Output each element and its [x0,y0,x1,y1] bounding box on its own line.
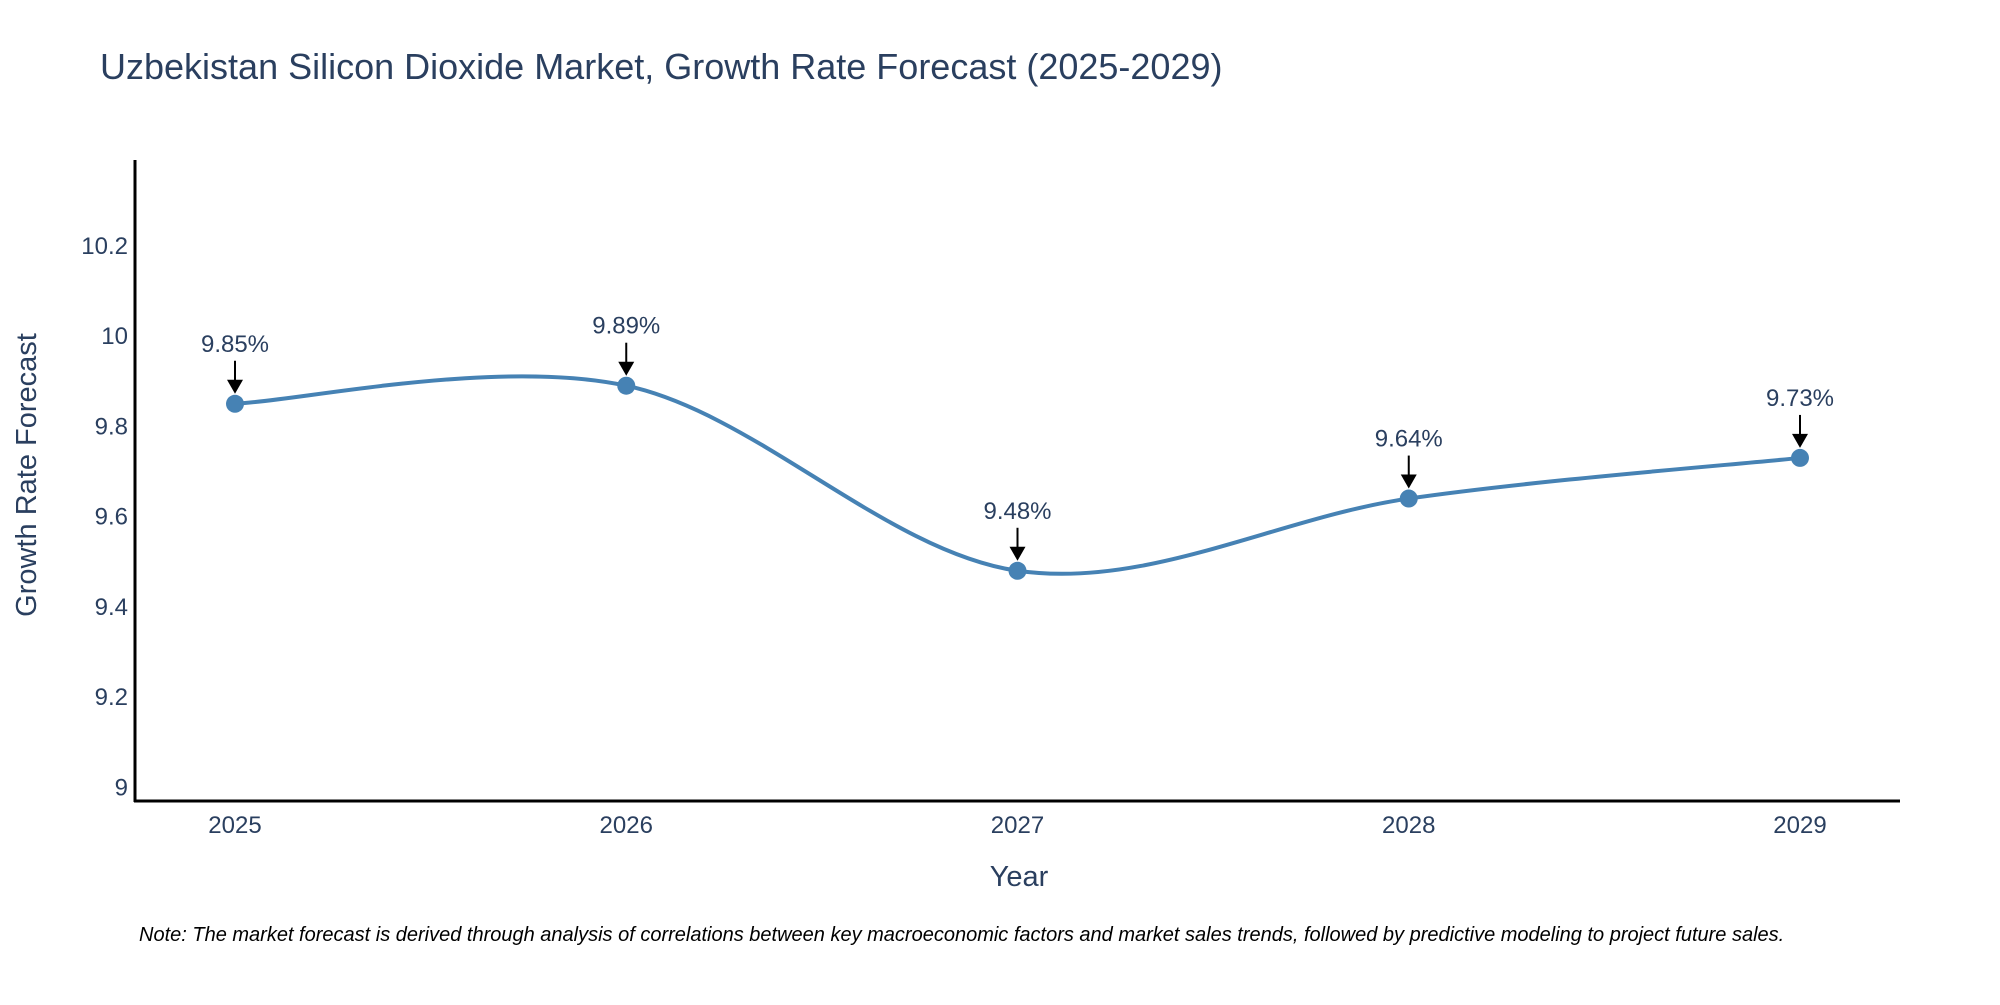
data-label: 9.48% [983,498,1051,525]
data-label: 9.64% [1375,426,1443,453]
annotation-arrow-head [227,379,243,394]
y-tick-label: 10.2 [81,233,128,260]
data-markers [226,376,1809,580]
annotation-2025: 9.85% [201,331,269,394]
annotation-arrow-head [1009,546,1026,561]
y-tick-label: 9.8 [95,413,128,440]
data-annotations: 9.85% 9.89% 9.48% 9.64% 9.73% [201,313,1834,561]
data-point-2028 [1399,489,1418,508]
x-tick-label: 2027 [991,812,1044,839]
y-axis-title: Growth Rate Forecast [11,333,43,617]
annotation-2028: 9.64% [1375,426,1443,489]
annotation-arrow-head [1792,433,1808,448]
annotation-2029: 9.73% [1766,385,1834,448]
annotation-2027: 9.48% [983,498,1052,561]
y-tick-label: 10 [101,323,128,350]
annotation-arrow-head [618,361,635,376]
y-tick-label: 9.6 [95,504,128,531]
x-tick-label: 2026 [600,812,653,839]
x-tick-label: 2028 [1382,812,1435,839]
data-point-2029 [1791,448,1809,467]
data-point-2027 [1008,561,1027,580]
data-label: 9.89% [592,313,660,340]
y-tick-label: 9.2 [95,684,128,711]
data-label: 9.85% [201,331,269,358]
annotation-arrow-head [1400,474,1417,489]
x-tick-label: 2029 [1773,812,1826,839]
x-tick-label: 2025 [208,812,261,839]
y-tick-label: 9.4 [95,594,128,621]
y-tick-label: 9 [115,774,128,801]
data-point-2025 [226,394,244,413]
data-label: 9.73% [1766,385,1834,412]
data-point-2026 [617,376,636,395]
chart-note: Note: The market forecast is derived thr… [139,924,1784,946]
x-axis-ticks: 2025 2026 2027 2028 2029 [208,812,1826,839]
annotation-2026: 9.89% [592,313,660,376]
chart-title: Uzbekistan Silicon Dioxide Market, Growt… [100,46,1223,87]
x-axis-title: Year [990,861,1049,893]
y-axis-ticks: 9 9.2 9.4 9.6 9.8 10 10.2 [81,233,128,802]
